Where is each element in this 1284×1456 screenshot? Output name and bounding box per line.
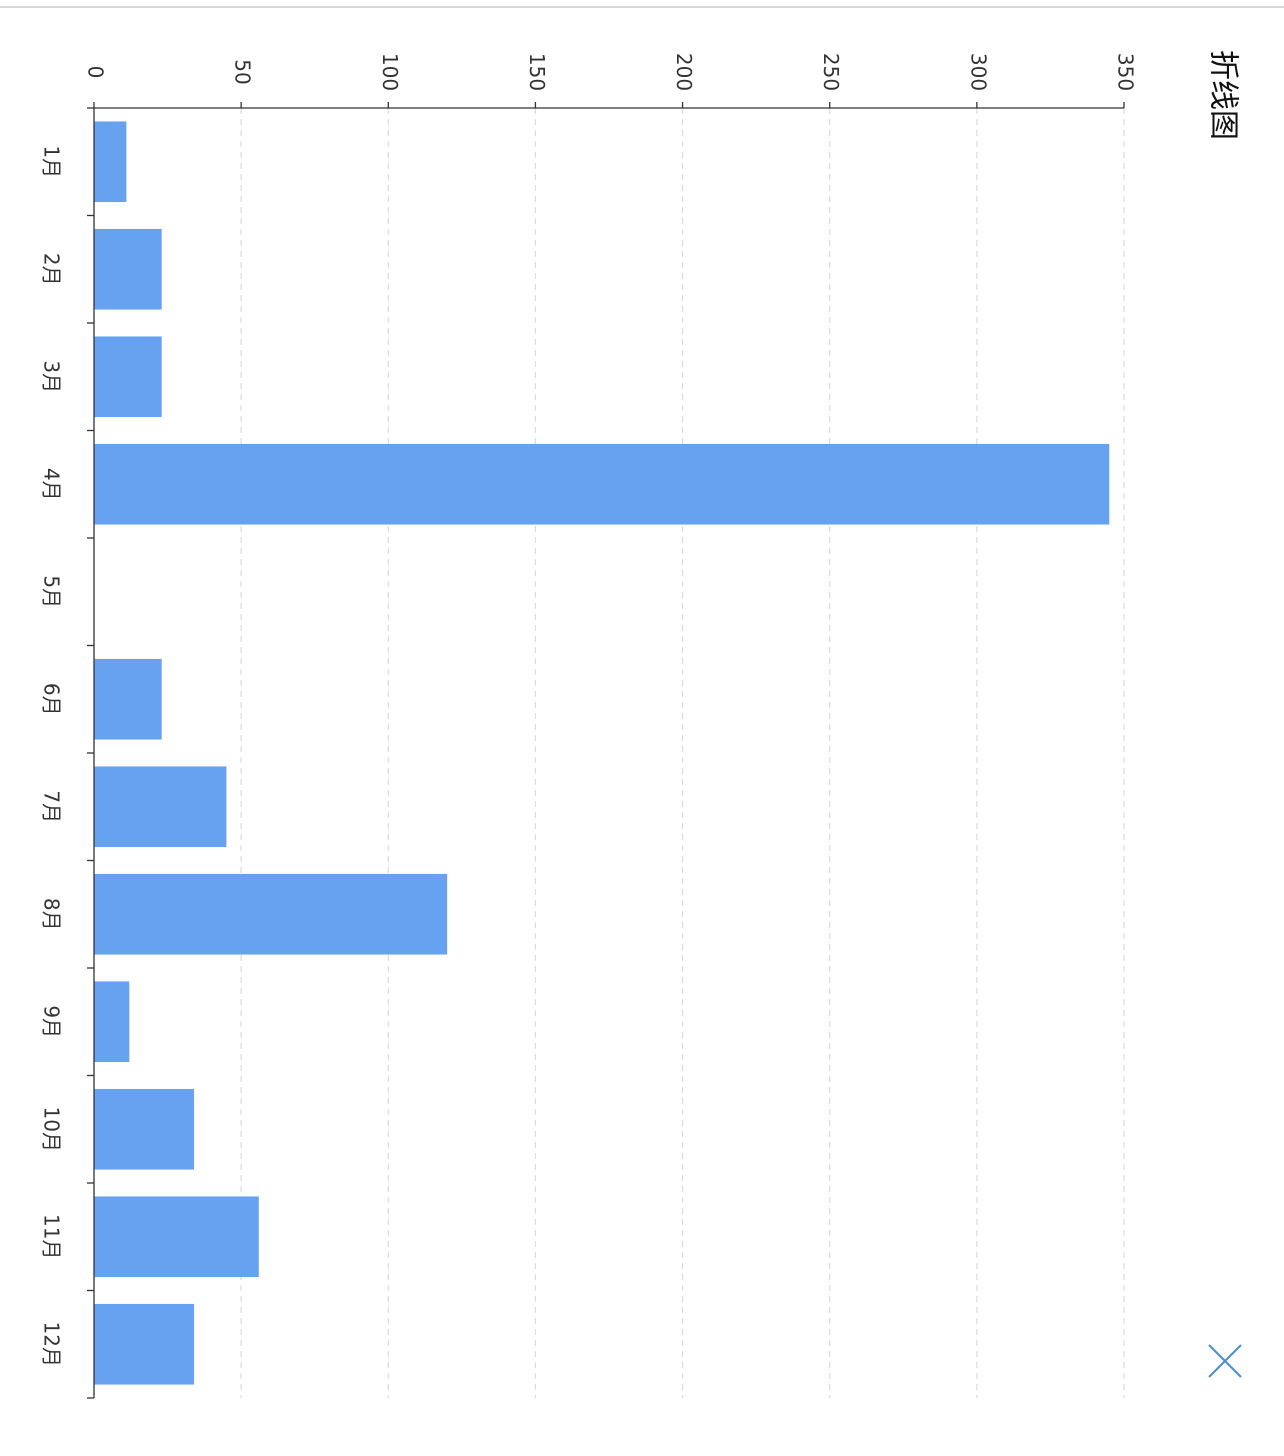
- x-tick-label: 250: [819, 53, 843, 91]
- y-tick-label: 2月: [40, 253, 64, 286]
- x-tick-label: 50: [231, 59, 255, 84]
- y-tick-label: 12月: [40, 1322, 64, 1367]
- close-icon[interactable]: [1208, 1344, 1242, 1378]
- y-tick-label: 4月: [40, 468, 64, 501]
- y-tick-label: 3月: [40, 360, 64, 393]
- bar: [94, 873, 448, 955]
- bar: [94, 121, 127, 203]
- close-stroke[interactable]: [1208, 1344, 1242, 1378]
- y-tick-label: 5月: [40, 575, 64, 608]
- y-tick-label: 10月: [40, 1107, 64, 1152]
- x-tick-label: 0: [84, 66, 108, 79]
- bar: [94, 228, 162, 310]
- y-tick-label: 9月: [40, 1005, 64, 1038]
- y-tick-label: 11月: [40, 1214, 64, 1259]
- y-tick-label: 6月: [40, 683, 64, 716]
- y-tick-label: 8月: [40, 898, 64, 931]
- bar: [94, 658, 162, 740]
- x-tick-label: 100: [378, 53, 402, 91]
- chart-title: 折线图: [1206, 50, 1241, 140]
- bar: [94, 443, 1110, 525]
- bar: [94, 1088, 195, 1170]
- x-tick-label: 200: [672, 53, 696, 91]
- x-tick-label: 150: [525, 53, 549, 91]
- bar: [94, 1303, 195, 1385]
- bar: [94, 766, 227, 848]
- x-tick-label: 350: [1114, 53, 1138, 91]
- x-tick-label: 300: [966, 53, 990, 91]
- bar: [94, 981, 130, 1063]
- y-tick-label: 7月: [40, 790, 64, 823]
- y-tick-label: 1月: [40, 145, 64, 178]
- bar: [94, 1196, 259, 1278]
- bar: [94, 336, 162, 418]
